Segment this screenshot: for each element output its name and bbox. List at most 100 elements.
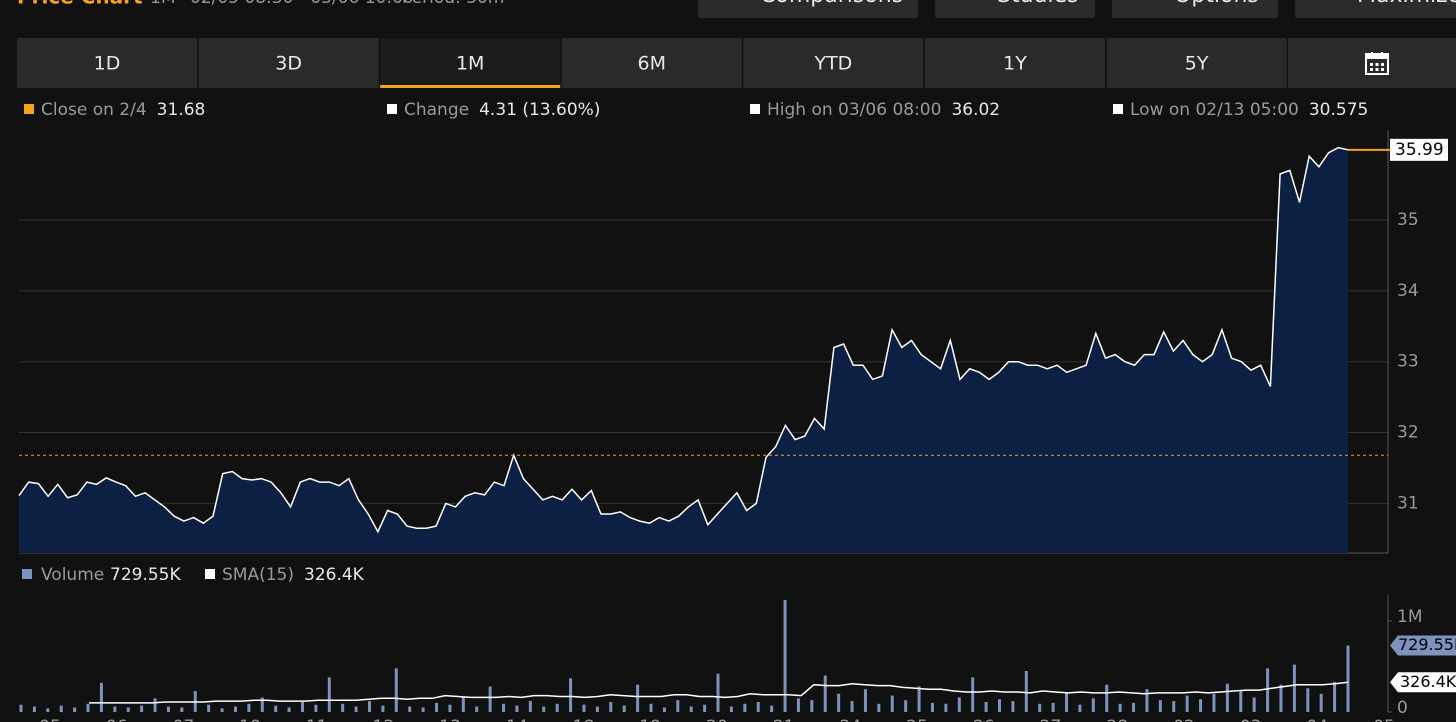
volume-bar <box>86 703 90 712</box>
volume-bar <box>354 706 358 712</box>
x-tick-label: 19 <box>639 717 661 722</box>
volume-bar <box>368 701 372 712</box>
button-bg[interactable] <box>1112 0 1278 18</box>
button-label[interactable]: Comparisons <box>760 0 903 8</box>
volume-bar <box>394 668 398 712</box>
volume-bar <box>502 703 506 712</box>
volume-bar <box>595 706 599 712</box>
button-bg[interactable] <box>698 0 918 18</box>
volume-bar <box>582 704 586 712</box>
x-tick-label: 10 <box>239 717 261 722</box>
tab-bg[interactable] <box>925 38 1105 88</box>
legend-label: Volume <box>41 565 104 585</box>
volume-bar <box>770 705 774 712</box>
volume-bar <box>448 704 452 712</box>
volume-bar <box>1038 703 1042 712</box>
legend-label: Close on 2/4 <box>41 100 147 120</box>
x-tick-label: 02 <box>1173 717 1195 722</box>
tab-label[interactable]: 6M <box>638 53 666 75</box>
volume-bar <box>381 705 385 712</box>
legend-value: 30.575 <box>1309 100 1368 120</box>
volume-bar <box>461 696 465 712</box>
volume-bar <box>676 700 680 712</box>
volume-bar <box>542 706 546 712</box>
volume-bar <box>823 675 827 712</box>
legend-value: 36.02 <box>951 100 1000 120</box>
tab[interactable]: 1Y <box>925 38 1105 88</box>
tab[interactable]: YTD <box>743 38 924 88</box>
tab-bg[interactable] <box>1106 38 1287 88</box>
calendar-tab[interactable] <box>1288 38 1456 88</box>
toolbar-button[interactable]: Options <box>1112 0 1278 18</box>
volume-last-box <box>1390 635 1456 656</box>
volume-bar <box>59 705 63 712</box>
volume-bar <box>207 704 211 712</box>
tab-bg[interactable] <box>17 38 197 88</box>
toolbar-button[interactable]: Studies <box>935 0 1095 18</box>
volume-bar <box>314 704 318 712</box>
volume-bar <box>220 708 224 712</box>
tab-bg[interactable] <box>380 38 561 88</box>
y-tick-label: 32 <box>1397 423 1419 443</box>
x-tick-label: 04 <box>1306 717 1328 722</box>
panel-title: Price Chart <box>17 0 143 9</box>
volume-bar <box>408 706 412 712</box>
volume-bar <box>1065 692 1069 712</box>
button-label[interactable]: Options <box>1174 0 1259 8</box>
tab-label[interactable]: 5Y <box>1185 53 1209 75</box>
x-tick-label: 20 <box>706 717 728 722</box>
tab-label[interactable]: 1Y <box>1003 53 1027 75</box>
volume-bar <box>729 706 733 712</box>
price-chart: 31 32 33 34 35 35.99 <box>18 130 1448 554</box>
tab[interactable]: 1M <box>380 38 561 88</box>
volume-bar <box>984 701 988 712</box>
last-price-label: 35.99 <box>1395 140 1444 160</box>
legend-value: 729.55K <box>110 565 181 585</box>
volume-chart: Volume 729.55K SMA(15) 326.4K 0 1M 729.55K 326.… <box>19 565 1456 722</box>
volume-last-label: 729.55K <box>1398 635 1456 654</box>
tab-label[interactable]: 1M <box>456 53 484 75</box>
volume-bar <box>274 705 278 712</box>
tab[interactable]: 5Y <box>1106 38 1287 88</box>
volume-bar <box>1346 645 1350 712</box>
button-label[interactable]: Maximize <box>1357 0 1456 8</box>
volume-bar <box>153 698 157 712</box>
tab-label[interactable]: YTD <box>813 53 852 75</box>
tab[interactable]: 6M <box>561 38 742 88</box>
x-tick-label: 26 <box>973 717 995 722</box>
price-legend: Close on 2/4 31.68 Change 4.31 (13.60%) High… <box>24 100 1368 120</box>
volume-bar <box>113 706 117 712</box>
y-tick-label: 0 <box>1397 698 1408 718</box>
legend-label: Low on 02/13 05:00 <box>1130 100 1299 120</box>
legend-label: SMA(15) <box>222 565 294 585</box>
tab[interactable]: 3D <box>198 38 379 88</box>
tab[interactable]: 1D <box>17 38 197 88</box>
button-label[interactable]: Studies <box>997 0 1079 8</box>
price-line <box>18 146 1349 534</box>
tab-bg[interactable] <box>198 38 379 88</box>
button-bg[interactable] <box>1295 0 1456 18</box>
volume-bar <box>1091 698 1095 712</box>
legend-swatch <box>24 104 34 114</box>
tab-bg[interactable] <box>743 38 924 88</box>
calendar-icon <box>1365 52 1389 75</box>
toolbar-button[interactable]: Maximize <box>1295 0 1456 18</box>
volume-bar <box>944 703 948 712</box>
volume-bar <box>1051 702 1055 712</box>
volume-bar <box>180 707 184 712</box>
tab-bg[interactable] <box>561 38 742 88</box>
toolbar-button[interactable]: Comparisons <box>698 0 918 18</box>
volume-bar <box>73 707 77 712</box>
tab-label[interactable]: 3D <box>275 53 302 75</box>
legend-value: 4.31 (13.60%) <box>479 100 600 120</box>
y-tick-label: 34 <box>1397 281 1419 301</box>
legend-swatch <box>387 104 397 114</box>
volume-bar <box>140 705 144 712</box>
volume-bar <box>703 704 707 712</box>
x-tick-label: 14 <box>506 717 528 722</box>
button-bg[interactable] <box>935 0 1095 18</box>
volume-bar <box>1252 697 1256 712</box>
tab-label[interactable]: 1D <box>94 53 121 75</box>
